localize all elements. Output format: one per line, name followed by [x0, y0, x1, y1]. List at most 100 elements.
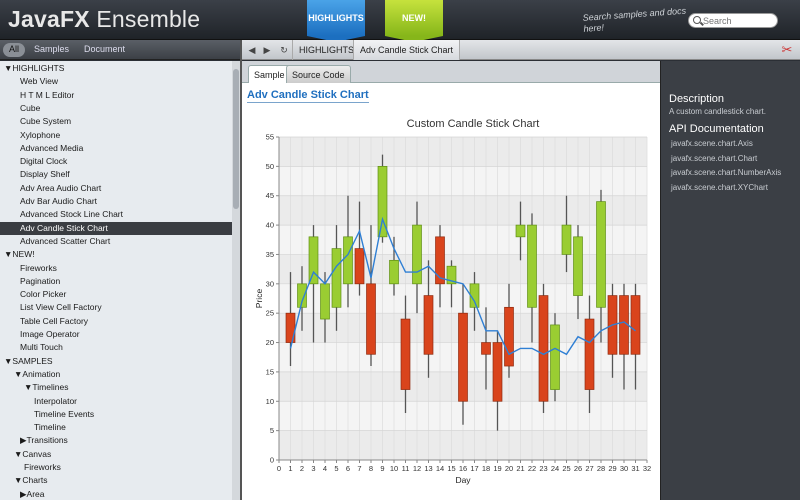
- x-tick-label: 24: [551, 464, 559, 473]
- app-header: JavaFX Ensemble HIGHLIGHTS NEW! Search s…: [0, 0, 800, 42]
- description-text: A custom candlestick chart.: [669, 107, 766, 116]
- sidebar-item[interactable]: ▶Area: [20, 488, 45, 499]
- sidebar-item[interactable]: Digital Clock: [20, 156, 68, 167]
- sidebar-item[interactable]: ▼Charts: [14, 475, 48, 486]
- candle-body: [630, 295, 641, 355]
- sidebar-item[interactable]: ▼NEW!: [4, 249, 35, 260]
- x-tick-label: 23: [539, 464, 547, 473]
- candle-body: [331, 248, 342, 308]
- sidebar-scrollbar-thumb[interactable]: [233, 69, 239, 209]
- sidebar-item[interactable]: Advanced Stock Line Chart: [20, 209, 124, 220]
- search-box[interactable]: [688, 13, 778, 28]
- sidebar-item[interactable]: Web View: [20, 76, 58, 87]
- sidebar-item[interactable]: Fireworks: [24, 462, 61, 472]
- sidebar-item[interactable]: Advanced Scatter Chart: [20, 235, 111, 246]
- sidebar-item[interactable]: Multi Touch: [20, 342, 63, 353]
- y-tick-label: 5: [270, 426, 274, 435]
- sidebar-item[interactable]: Advanced Media: [20, 142, 84, 153]
- new-tab[interactable]: NEW!: [385, 0, 443, 42]
- tab-source-code[interactable]: Source Code: [286, 65, 351, 83]
- back-arrow-icon[interactable]: ◀: [248, 45, 256, 55]
- sidebar-item[interactable]: Timeline Events: [34, 408, 95, 419]
- candle-body: [297, 283, 307, 308]
- filter-all-button[interactable]: All: [3, 43, 26, 57]
- x-tick-label: 15: [447, 464, 455, 473]
- filter-document-button[interactable]: Document: [84, 44, 126, 54]
- x-tick-label: 2: [300, 464, 304, 473]
- y-axis-label: Price: [254, 289, 264, 309]
- sidebar-item[interactable]: Table Cell Factory: [20, 315, 89, 326]
- breadcrumb-highlights[interactable]: HIGHLIGHTS: [292, 40, 360, 60]
- candle-body: [446, 265, 457, 285]
- x-tick-label: 3: [311, 464, 315, 473]
- refresh-icon[interactable]: ↻: [280, 45, 288, 55]
- x-tick-label: 11: [402, 464, 410, 473]
- sidebar-item[interactable]: Adv Area Audio Chart: [20, 182, 102, 193]
- search-input[interactable]: [703, 15, 775, 27]
- sidebar-item[interactable]: ▼Canvas: [14, 448, 52, 459]
- sidebar-item[interactable]: Image Operator: [20, 329, 80, 339]
- sidebar-item[interactable]: Adv Bar Audio Chart: [20, 196, 98, 206]
- panel-splitter[interactable]: [240, 40, 242, 500]
- sidebar-item[interactable]: Fireworks: [20, 262, 57, 273]
- x-tick-label: 5: [334, 464, 338, 473]
- chart-title: Custom Candle Stick Chart: [407, 118, 540, 130]
- x-tick-label: 14: [436, 464, 444, 473]
- sidebar-item[interactable]: Interpolator: [34, 395, 77, 406]
- breadcrumb-current[interactable]: Adv Candle Stick Chart: [353, 40, 461, 60]
- x-tick-label: 13: [424, 464, 432, 473]
- highlights-tab[interactable]: HIGHLIGHTS: [307, 0, 365, 42]
- candle-body: [377, 166, 388, 238]
- api-documentation-heading: API Documentation: [669, 123, 764, 135]
- x-tick-label: 25: [562, 464, 570, 473]
- forward-arrow-icon[interactable]: ▶: [263, 45, 271, 55]
- sidebar-item[interactable]: ▼Timelines: [24, 382, 69, 393]
- sidebar-item[interactable]: H T M L Editor: [20, 89, 75, 100]
- x-tick-label: 31: [631, 464, 639, 473]
- candle-body: [527, 224, 537, 308]
- api-link[interactable]: javafx.scene.chart.Chart: [671, 153, 758, 163]
- api-link[interactable]: javafx.scene.chart.XYChart: [671, 182, 768, 192]
- sidebar-item[interactable]: ▼Animation: [14, 368, 61, 379]
- navigation-bar: ◀ ▶ ↻ HIGHLIGHTS Adv Candle Stick Chart …: [242, 40, 800, 60]
- candle-body: [481, 342, 491, 355]
- sidebar-item[interactable]: ▼SAMPLES: [4, 355, 53, 366]
- api-link[interactable]: javafx.scene.chart.NumberAxis: [671, 168, 782, 177]
- sidebar-item[interactable]: Color Picker: [20, 289, 67, 300]
- y-tick-label: 30: [266, 279, 274, 288]
- candle-body: [308, 236, 319, 285]
- candle-body: [584, 318, 595, 390]
- x-tick-label: 18: [482, 464, 490, 473]
- x-tick-label: 4: [323, 464, 327, 473]
- candle-body: [320, 283, 330, 320]
- sidebar-item[interactable]: List View Cell Factory: [20, 302, 102, 313]
- sidebar-item[interactable]: ▼HIGHLIGHTS: [4, 63, 65, 73]
- description-heading: Description: [669, 93, 725, 105]
- tools-icon[interactable]: ✂: [781, 42, 793, 57]
- y-tick-label: 0: [270, 456, 274, 465]
- candle-body: [561, 224, 572, 255]
- candle-body: [550, 324, 560, 390]
- sidebar-item[interactable]: Pagination: [20, 275, 61, 286]
- tab-sample[interactable]: Sample: [248, 65, 291, 83]
- sidebar-item[interactable]: Timeline: [34, 422, 66, 433]
- x-tick-label: 19: [493, 464, 501, 473]
- filter-samples-button[interactable]: Samples: [34, 44, 70, 54]
- sidebar-item[interactable]: ▶Transitions: [20, 435, 68, 446]
- api-link[interactable]: javafx.scene.chart.Axis: [671, 139, 753, 148]
- sidebar-item[interactable]: Xylophone: [20, 129, 61, 140]
- x-tick-label: 26: [574, 464, 582, 473]
- sample-title[interactable]: Adv Candle Stick Chart: [247, 89, 369, 103]
- y-tick-label: 15: [266, 367, 274, 376]
- candle-body: [389, 259, 399, 285]
- sidebar-item[interactable]: Display Shelf: [20, 169, 70, 180]
- y-tick-label: 45: [266, 191, 274, 200]
- x-tick-label: 32: [643, 464, 651, 473]
- search-icon: [693, 16, 701, 24]
- sidebar-scrollbar[interactable]: [232, 61, 240, 500]
- description-panel: Description A custom candlestick chart. …: [660, 61, 800, 500]
- sidebar-item[interactable]: Cube System: [20, 116, 72, 127]
- sidebar-item[interactable]: Adv Candle Stick Chart: [0, 221, 232, 235]
- sidebar-item[interactable]: Cube: [20, 102, 41, 113]
